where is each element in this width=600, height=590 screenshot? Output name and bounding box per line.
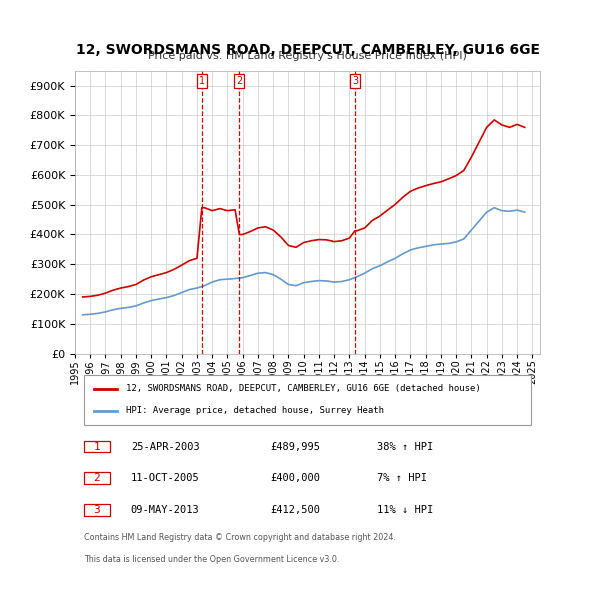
Text: 1: 1 (94, 441, 100, 451)
Text: 11-OCT-2005: 11-OCT-2005 (131, 473, 200, 483)
FancyBboxPatch shape (84, 473, 110, 484)
FancyBboxPatch shape (84, 504, 110, 516)
Text: Price paid vs. HM Land Registry's House Price Index (HPI): Price paid vs. HM Land Registry's House … (148, 51, 467, 61)
Text: 12, SWORDSMANS ROAD, DEEPCUT, CAMBERLEY, GU16 6GE (detached house): 12, SWORDSMANS ROAD, DEEPCUT, CAMBERLEY,… (126, 384, 481, 394)
Text: 3: 3 (352, 76, 358, 86)
Text: 2: 2 (236, 76, 242, 86)
Text: 3: 3 (94, 505, 100, 515)
Text: HPI: Average price, detached house, Surrey Heath: HPI: Average price, detached house, Surr… (126, 407, 384, 415)
Text: 09-MAY-2013: 09-MAY-2013 (131, 505, 200, 515)
Text: Contains HM Land Registry data © Crown copyright and database right 2024.: Contains HM Land Registry data © Crown c… (84, 533, 396, 542)
Text: 1: 1 (199, 76, 205, 86)
Text: 7% ↑ HPI: 7% ↑ HPI (377, 473, 427, 483)
Text: 25-APR-2003: 25-APR-2003 (131, 441, 200, 451)
Text: £412,500: £412,500 (270, 505, 320, 515)
Text: This data is licensed under the Open Government Licence v3.0.: This data is licensed under the Open Gov… (84, 555, 340, 564)
Text: 38% ↑ HPI: 38% ↑ HPI (377, 441, 433, 451)
Text: 11% ↓ HPI: 11% ↓ HPI (377, 505, 433, 515)
Title: 12, SWORDSMANS ROAD, DEEPCUT, CAMBERLEY, GU16 6GE: 12, SWORDSMANS ROAD, DEEPCUT, CAMBERLEY,… (76, 43, 539, 57)
Text: £400,000: £400,000 (270, 473, 320, 483)
Text: £489,995: £489,995 (270, 441, 320, 451)
Text: 2: 2 (94, 473, 100, 483)
FancyBboxPatch shape (84, 375, 531, 425)
FancyBboxPatch shape (84, 441, 110, 453)
